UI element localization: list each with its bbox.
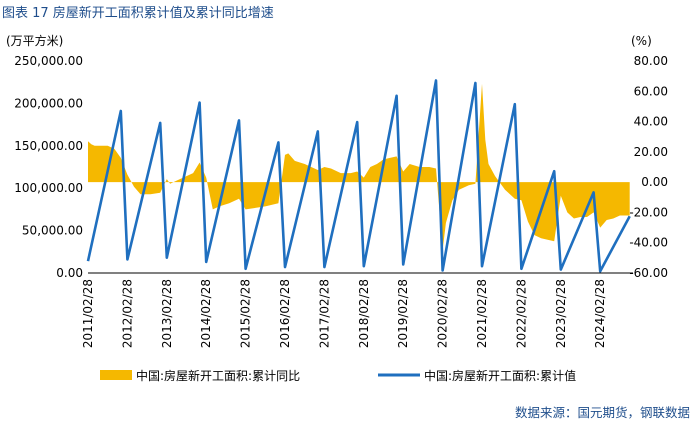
x-axis: 2011/02/28 2012/02/28 2013/02/28 2014/02/28… bbox=[81, 279, 607, 348]
right-tick-label: 40.00 bbox=[634, 115, 668, 129]
x-tick-label: 2012/02/28 bbox=[120, 279, 134, 348]
x-tick-label: 2014/02/28 bbox=[199, 279, 213, 348]
x-tick-label: 2011/02/28 bbox=[81, 279, 95, 348]
x-tick-label: 2021/02/28 bbox=[475, 279, 489, 348]
source-note: 数据来源：国元期货，钢联数据 bbox=[514, 405, 690, 420]
x-tick-label: 2023/02/28 bbox=[554, 279, 568, 348]
cumulative-line bbox=[86, 79, 631, 273]
legend-area-swatch bbox=[100, 370, 132, 380]
right-tick-label: 0.00 bbox=[641, 175, 668, 189]
x-tick-label: 2015/02/28 bbox=[239, 279, 253, 348]
right-y-axis: -60.00 -40.00 -20.00 0.00 20.00 40.00 60.00 80.… bbox=[629, 54, 668, 280]
left-axis-unit: (万平方米) bbox=[6, 33, 63, 48]
right-tick-label: -60.00 bbox=[629, 266, 668, 280]
left-tick-label: 200,000.00 bbox=[14, 96, 83, 110]
x-tick-label: 2022/02/28 bbox=[514, 279, 528, 348]
right-tick-label: 60.00 bbox=[634, 84, 668, 98]
right-tick-label: 80.00 bbox=[634, 54, 668, 68]
left-tick-label: 150,000.00 bbox=[14, 139, 83, 153]
x-tick-label: 2013/02/28 bbox=[160, 279, 174, 348]
x-tick-label: 2024/02/28 bbox=[593, 279, 607, 348]
legend-line-label: 中国:房屋新开工面积:累计值 bbox=[424, 368, 576, 383]
x-tick-label: 2018/02/28 bbox=[357, 279, 371, 348]
x-tick-label: 2016/02/28 bbox=[278, 279, 292, 348]
x-tick-label: 2019/02/28 bbox=[396, 279, 410, 348]
legend-area-label: 中国:房屋新开工面积:累计同比 bbox=[136, 368, 300, 383]
left-tick-label: 250,000.00 bbox=[14, 54, 83, 68]
left-tick-label: 100,000.00 bbox=[14, 181, 83, 195]
x-tick-label: 2020/02/28 bbox=[436, 279, 450, 348]
right-tick-label: -40.00 bbox=[629, 236, 668, 250]
right-axis-unit: (%) bbox=[631, 34, 652, 48]
left-y-axis: 0.00 50,000.00 100,000.00 150,000.00 200,000… bbox=[14, 54, 83, 280]
figure-title: 图表 17 房屋新开工面积累计值及累计同比增速 bbox=[2, 6, 274, 21]
right-tick-label: -20.00 bbox=[629, 205, 668, 219]
right-tick-label: 20.00 bbox=[634, 145, 668, 159]
left-tick-label: 0.00 bbox=[56, 266, 83, 280]
cumulative-line-layer bbox=[86, 79, 631, 273]
left-tick-label: 50,000.00 bbox=[22, 224, 83, 238]
x-tick-label: 2017/02/28 bbox=[317, 279, 331, 348]
legend: 中国:房屋新开工面积:累计同比 中国:房屋新开工面积:累计值 bbox=[100, 368, 576, 383]
